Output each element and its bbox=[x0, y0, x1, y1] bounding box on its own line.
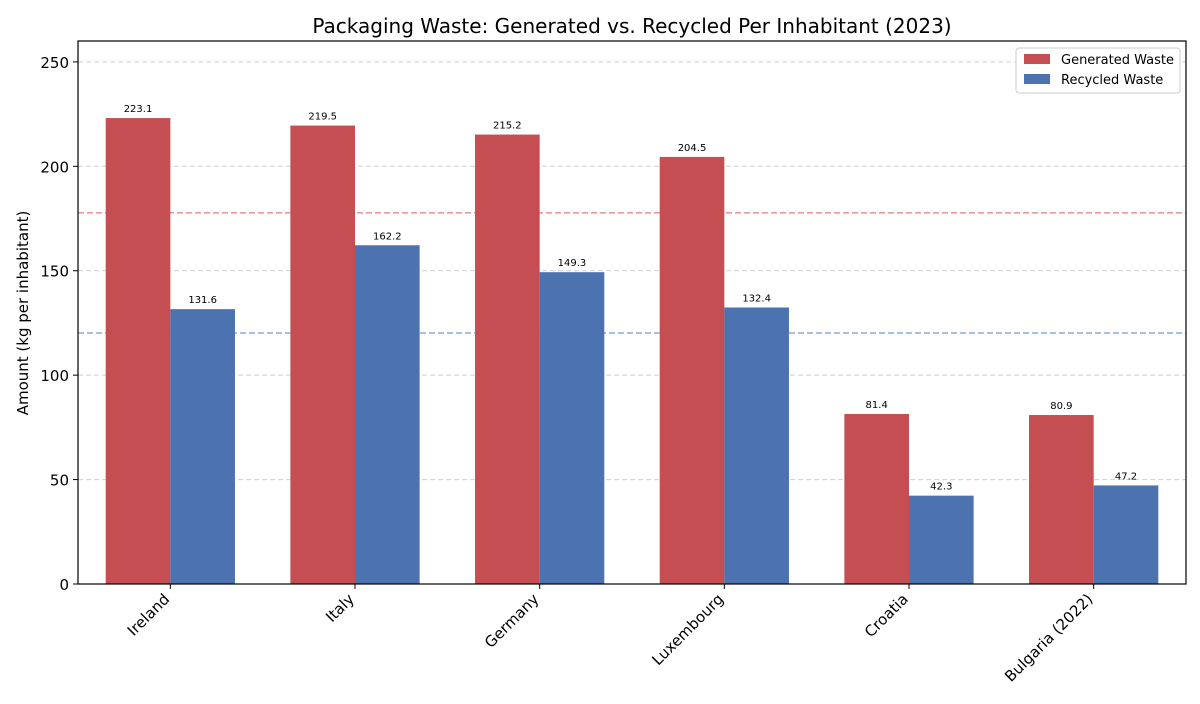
data-label: 204.5 bbox=[678, 143, 707, 154]
bar bbox=[475, 134, 540, 584]
bar bbox=[290, 125, 355, 584]
legend: Generated Waste Recycled Waste bbox=[1015, 47, 1181, 94]
x-axis: Ireland Italy Germany Luxembourg Croatia Bulg… bbox=[124, 584, 1096, 685]
bar bbox=[1029, 415, 1094, 584]
data-label: 149.3 bbox=[558, 258, 587, 269]
legend-swatch bbox=[1024, 54, 1050, 64]
y-axis-label: Amount (kg per inhabitant) bbox=[14, 211, 32, 416]
data-label: 223.1 bbox=[124, 104, 153, 115]
data-label: 132.4 bbox=[742, 293, 771, 304]
x-tick-label: Croatia bbox=[861, 590, 912, 641]
y-tick-label: 100 bbox=[40, 367, 69, 385]
bar bbox=[355, 245, 420, 585]
bar bbox=[105, 118, 171, 584]
reference-lines bbox=[78, 212, 1186, 334]
legend-swatch bbox=[1024, 74, 1050, 84]
data-labels: 223.1 131.6 219.5 162.2 215.2 149.3 204.5 132.4… bbox=[124, 104, 1137, 493]
bar bbox=[170, 309, 235, 584]
bar bbox=[659, 156, 725, 585]
data-label: 47.2 bbox=[1115, 471, 1137, 482]
plot-frame bbox=[77, 40, 1187, 585]
x-tick-label: Germany bbox=[481, 590, 543, 652]
y-tick-label: 200 bbox=[40, 158, 69, 176]
data-label: 42.3 bbox=[930, 482, 952, 493]
x-tick-label: Italy bbox=[322, 590, 358, 626]
y-tick-label: 0 bbox=[59, 576, 69, 594]
chart-title: Packaging Waste: Generated vs. Recycled … bbox=[312, 14, 951, 38]
x-tick-label: Luxembourg bbox=[648, 590, 727, 669]
data-label: 131.6 bbox=[188, 295, 217, 306]
grid-lines bbox=[78, 61, 1186, 481]
data-label: 80.9 bbox=[1050, 401, 1072, 412]
bars bbox=[105, 118, 1159, 585]
bar bbox=[1093, 485, 1159, 584]
y-axis: 0 50 100 150 200 250 bbox=[40, 54, 78, 594]
legend-label: Recycled Waste bbox=[1061, 73, 1163, 88]
data-label: 219.5 bbox=[308, 112, 337, 123]
y-tick-label: 250 bbox=[40, 54, 69, 72]
bar bbox=[724, 307, 789, 584]
x-tick-label: Ireland bbox=[124, 590, 173, 639]
data-label: 162.2 bbox=[373, 231, 402, 242]
data-label: 215.2 bbox=[493, 121, 522, 132]
bar bbox=[539, 272, 605, 584]
y-tick-label: 150 bbox=[40, 263, 69, 281]
legend-label: Generated Waste bbox=[1061, 53, 1174, 68]
bar bbox=[909, 495, 974, 584]
bar bbox=[844, 413, 909, 584]
data-label: 81.4 bbox=[866, 400, 888, 411]
legend-box bbox=[1015, 47, 1181, 94]
y-tick-label: 50 bbox=[50, 472, 69, 490]
x-tick-label: Bulgaria (2022) bbox=[1001, 590, 1096, 685]
